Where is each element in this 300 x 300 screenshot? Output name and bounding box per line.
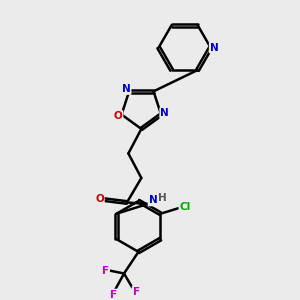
Text: F: F [102, 266, 109, 276]
Text: N: N [160, 108, 169, 118]
Text: F: F [110, 290, 118, 299]
Text: O: O [95, 194, 104, 204]
Text: Cl: Cl [179, 202, 191, 212]
Text: N: N [122, 84, 130, 94]
Text: F: F [133, 286, 140, 297]
Text: N: N [148, 196, 157, 206]
Text: O: O [114, 111, 122, 121]
Text: N: N [210, 43, 218, 52]
Text: H: H [158, 193, 167, 202]
